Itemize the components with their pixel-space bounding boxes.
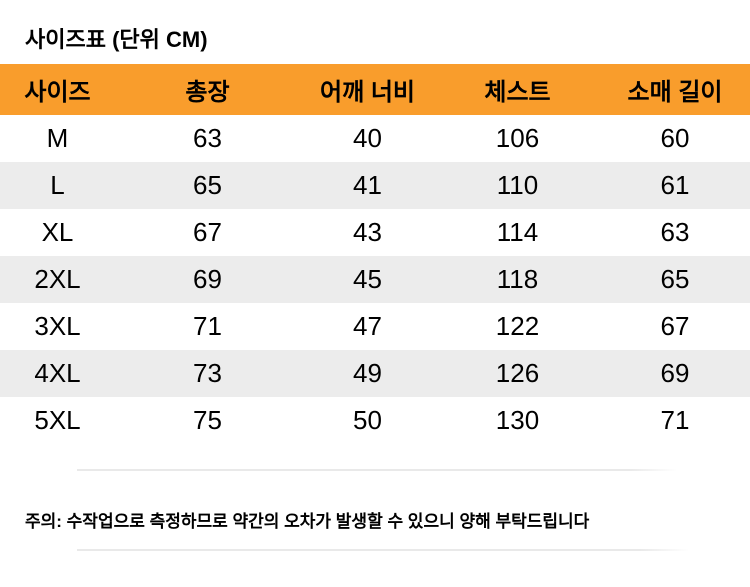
value-cell: 114: [496, 217, 539, 247]
size-cell: 2XL: [34, 264, 81, 294]
divider-line-top: [77, 469, 677, 471]
table-row: 5XL 75 50 130 71: [0, 397, 750, 444]
value-cell: 69: [660, 358, 690, 388]
value-cell: 69: [193, 264, 222, 294]
value-cell: 63: [193, 123, 222, 153]
value-cell: 63: [660, 217, 690, 247]
size-cell: 4XL: [34, 358, 81, 388]
table-row: 3XL 71 47 122 67: [0, 303, 750, 350]
table-row: L 65 41 110 61: [0, 162, 750, 209]
header-cell-sleeve: 소매 길이: [627, 79, 723, 106]
header-cell-size: 사이즈: [24, 79, 91, 106]
value-cell: 110: [496, 170, 539, 200]
value-cell: 60: [660, 123, 690, 153]
note-text: 주의: 수작업으로 측정하므로 약간의 오차가 발생할 수 있으니 양해 부탁드…: [25, 512, 590, 531]
value-cell: 75: [193, 405, 222, 435]
value-cell: 126: [495, 358, 540, 388]
value-cell: 67: [193, 217, 222, 247]
table-row: XL 67 43 114 63: [0, 209, 750, 256]
value-cell: 118: [496, 264, 539, 294]
value-cell: 130: [495, 405, 540, 435]
table-row: 4XL 73 49 126 69: [0, 350, 750, 397]
value-cell: 43: [353, 217, 382, 247]
value-cell: 65: [193, 170, 222, 200]
value-cell: 47: [353, 311, 382, 341]
size-cell: 3XL: [34, 311, 81, 341]
value-cell: 41: [353, 170, 382, 200]
size-table: 사이즈 총장 어깨 너비 체스트 소매 길이 M 63 40 106 60 L …: [0, 64, 750, 444]
value-cell: 40: [353, 123, 382, 153]
value-cell: 45: [353, 264, 382, 294]
size-cell: M: [46, 123, 69, 153]
header-cell-shoulder: 어깨 너비: [320, 79, 415, 106]
table-header-row: 사이즈 총장 어깨 너비 체스트 소매 길이: [0, 64, 750, 115]
header-cell-length: 총장: [185, 79, 230, 106]
value-cell: 61: [660, 170, 690, 200]
size-cell: L: [50, 170, 65, 200]
value-cell: 73: [193, 358, 222, 388]
size-cell: 5XL: [34, 405, 81, 435]
value-cell: 106: [495, 123, 540, 153]
value-cell: 122: [495, 311, 540, 341]
value-cell: 67: [660, 311, 690, 341]
table-row: 2XL 69 45 118 65: [0, 256, 750, 303]
value-cell: 65: [660, 264, 690, 294]
value-cell: 49: [353, 358, 382, 388]
page-title: 사이즈표 (단위 CM): [25, 27, 208, 52]
value-cell: 71: [660, 405, 690, 435]
header-cell-chest: 체스트: [484, 79, 551, 106]
divider-line-bottom: [77, 549, 689, 551]
table-row: M 63 40 106 60: [0, 115, 750, 162]
value-cell: 71: [193, 311, 222, 341]
size-cell: XL: [41, 217, 74, 247]
value-cell: 50: [353, 405, 382, 435]
